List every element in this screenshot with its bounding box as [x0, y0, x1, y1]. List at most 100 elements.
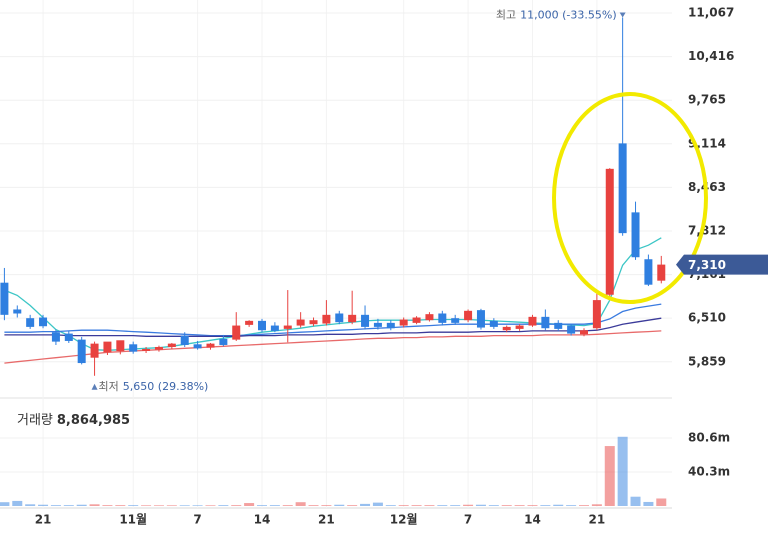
volume-bar — [141, 505, 152, 506]
volume-bar — [179, 505, 190, 506]
volume-bar — [579, 505, 589, 506]
volume-bar — [257, 505, 267, 506]
candle-body — [64, 333, 73, 341]
volume-bar — [102, 505, 113, 506]
volume-bar — [450, 505, 461, 506]
low-text: 5,650 (29.38%) — [123, 380, 209, 393]
volume-bar — [360, 503, 371, 506]
candle-body — [476, 310, 485, 328]
candle-body — [39, 317, 48, 327]
volume-bar — [218, 505, 229, 506]
candle-body — [618, 143, 627, 234]
volume-bar — [282, 505, 293, 506]
volume-bar — [566, 505, 577, 506]
volume-bar — [540, 505, 551, 506]
moving-average-line — [4, 330, 662, 364]
candle-body — [322, 314, 331, 324]
volume-header: 거래량 8,864,985 — [17, 413, 130, 428]
y-tick-label: 5,859 — [688, 354, 726, 368]
volume-bar — [115, 505, 126, 506]
volume-bar — [231, 505, 242, 506]
volume-bar — [63, 505, 74, 506]
volume-bar — [475, 504, 486, 506]
low-marker — [91, 383, 98, 390]
volume-bar — [385, 505, 396, 506]
x-tick-label: 12월 — [390, 512, 418, 527]
price-tag-label: 7,310 — [688, 258, 726, 272]
volume-bar — [553, 504, 564, 506]
candle-body — [592, 300, 601, 329]
candle-body — [412, 317, 421, 323]
volume-bar — [205, 505, 216, 506]
high-marker — [619, 12, 626, 18]
volume-bar — [334, 504, 345, 506]
candle-body — [90, 343, 99, 358]
volume-bar — [89, 504, 100, 506]
y-tick-label: 7,812 — [688, 223, 726, 237]
candle-body — [180, 335, 189, 345]
candle-body — [567, 325, 576, 334]
candle-body — [193, 344, 202, 349]
volume-bar — [501, 505, 512, 506]
candle-body — [116, 340, 125, 351]
volume-bar — [514, 505, 525, 506]
candle-body — [270, 325, 279, 331]
volume-bar — [398, 505, 409, 506]
candle-body — [296, 319, 305, 326]
y-tick-label: 10,416 — [688, 49, 734, 63]
candle-body — [438, 313, 447, 323]
candle-body — [451, 318, 460, 323]
volume-bar — [604, 446, 615, 506]
volume-bar — [411, 505, 422, 506]
volume-bar — [128, 505, 139, 506]
candle-body — [361, 314, 370, 327]
volume-title: 거래량 — [17, 413, 53, 428]
candle-body — [399, 319, 408, 326]
volume-bar — [591, 504, 602, 506]
volume-bar — [76, 504, 87, 506]
candle-body — [142, 348, 151, 351]
x-tick-label: 7 — [193, 513, 201, 527]
volume-bar — [12, 500, 23, 506]
y-tick-label: 6,510 — [688, 311, 726, 325]
volume-bar — [488, 505, 499, 506]
candle-body — [554, 322, 563, 329]
volume-bar — [166, 505, 177, 506]
low-title: 최저 — [99, 380, 119, 393]
candle-body — [464, 310, 473, 321]
volume-bar — [321, 505, 332, 506]
candle-body — [258, 320, 266, 331]
x-tick-label: 11월 — [119, 512, 147, 527]
candle-body — [77, 339, 86, 364]
candle-body — [232, 325, 241, 340]
x-tick-label: 14 — [524, 513, 541, 527]
volume-bar — [347, 505, 358, 506]
candle-body — [605, 168, 614, 295]
moving-average-line — [4, 303, 662, 337]
high-title: 최고 — [496, 8, 516, 21]
volume-bar — [437, 505, 448, 506]
candle-body — [425, 314, 434, 321]
volume-bar — [50, 505, 61, 506]
candle-body — [657, 264, 666, 281]
candle-body — [502, 326, 511, 331]
candle-body — [541, 316, 550, 329]
volume-bar — [617, 436, 628, 506]
x-tick-label: 21 — [318, 513, 335, 527]
volume-bar — [269, 505, 280, 506]
high-annotation: 최고 11,000 (-33.55%) — [496, 8, 617, 21]
candle-body — [13, 309, 22, 314]
volume-tick-label: 80.6m — [688, 430, 730, 444]
volume-bar — [153, 505, 164, 506]
moving-average-line — [4, 317, 662, 337]
volume-bar — [38, 504, 49, 506]
y-tick-label: 9,765 — [688, 93, 726, 107]
candle-body — [644, 259, 653, 285]
volume-bar — [527, 505, 538, 506]
volume-bar — [295, 502, 306, 506]
x-tick-label: 7 — [464, 513, 472, 527]
candle-body — [489, 320, 498, 327]
volume-bar — [25, 504, 36, 506]
